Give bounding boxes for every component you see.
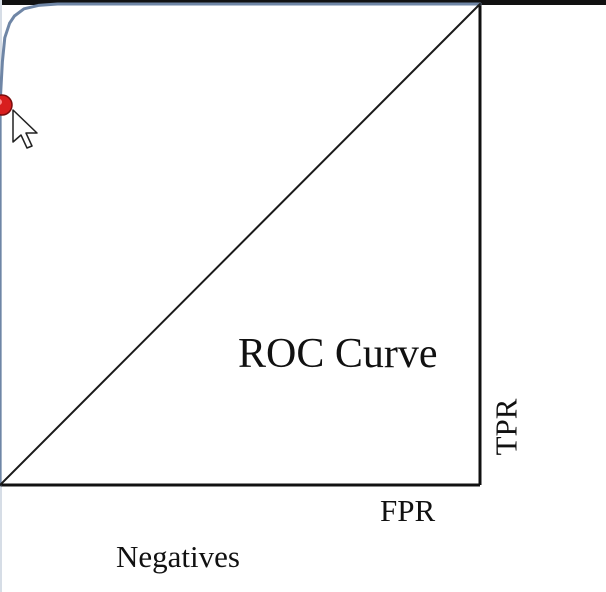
y-axis-label: TPR xyxy=(488,398,524,456)
x-axis-label: FPR xyxy=(380,493,436,528)
chart-title: ROC Curve xyxy=(238,331,438,377)
arrow-cursor-icon xyxy=(12,109,38,149)
plot-layer xyxy=(0,2,482,487)
roc-curve-line xyxy=(0,2,482,487)
diagonal-reference-line xyxy=(0,3,481,486)
highlight-point-shine xyxy=(0,99,2,105)
highlight-point-marker xyxy=(0,94,13,116)
negatives-caption: Negatives xyxy=(116,539,240,574)
